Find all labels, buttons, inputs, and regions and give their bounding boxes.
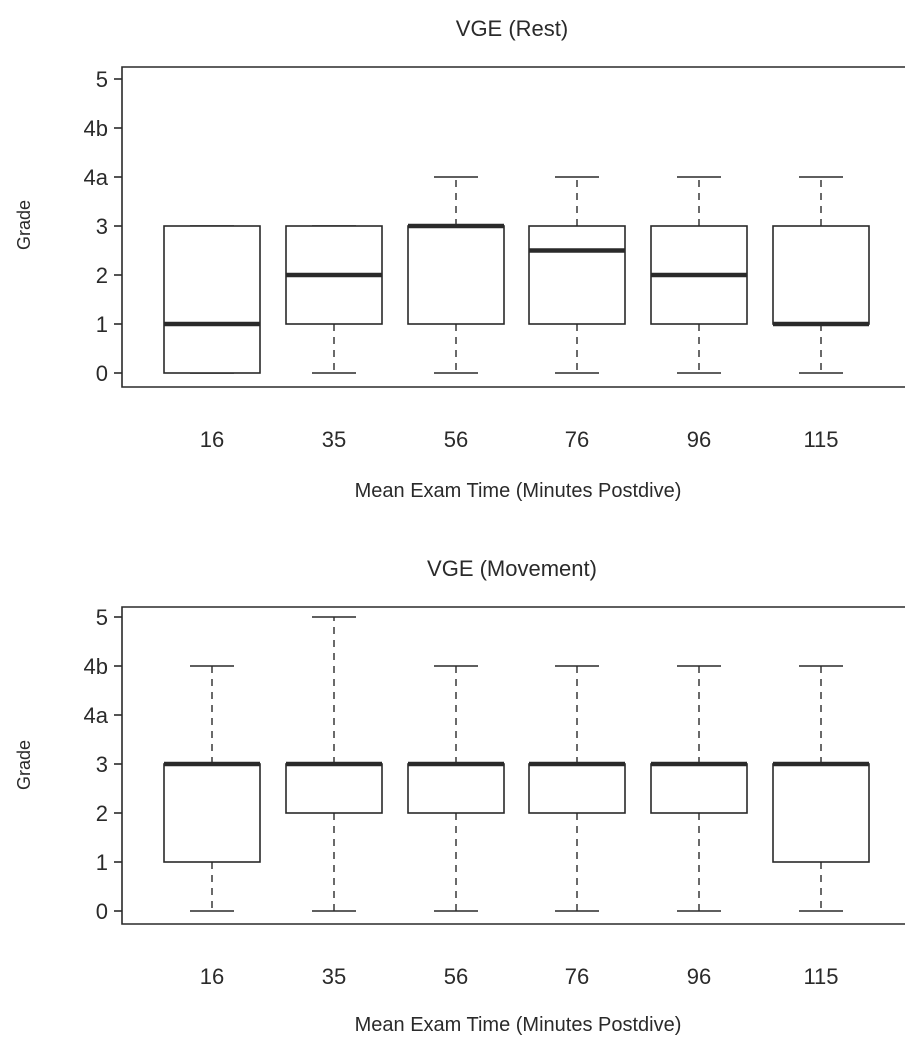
x-tick-label: 35 — [322, 427, 346, 452]
box-96 — [650, 176, 748, 374]
y-tick-label: 5 — [96, 67, 108, 92]
y-tick-label: 3 — [96, 214, 108, 239]
x-axis-label: Mean Exam Time (Minutes Postdive) — [355, 1014, 682, 1036]
box-16 — [163, 225, 261, 374]
y-axis-label: Grade — [14, 200, 34, 250]
box-35 — [285, 616, 383, 912]
x-tick-label: 115 — [803, 964, 838, 989]
chart-panel-rest: VGE (Rest) 0 1 2 3 4a 4b 5 Grade 16 35 56 76 96 115 Mea… — [14, 16, 905, 502]
box-56 — [407, 665, 505, 912]
iqr-box — [407, 763, 505, 814]
iqr-box — [650, 763, 748, 814]
y-tick-label: 4a — [84, 703, 109, 728]
chart-title: VGE (Movement) — [427, 556, 597, 581]
y-tick-label: 1 — [96, 850, 108, 875]
y-tick-label: 2 — [96, 801, 108, 826]
box-96 — [650, 665, 748, 912]
y-tick-label: 4b — [84, 654, 108, 679]
x-tick-label: 56 — [444, 427, 468, 452]
y-tick-label: 3 — [96, 752, 108, 777]
iqr-box — [772, 763, 870, 863]
iqr-box — [163, 225, 261, 374]
x-tick-label: 76 — [565, 427, 589, 452]
iqr-box — [528, 763, 626, 814]
box-76 — [528, 176, 626, 374]
box-115 — [772, 665, 870, 912]
x-tick-label: 16 — [200, 964, 224, 989]
x-tick-label: 96 — [687, 964, 711, 989]
box-56 — [407, 176, 505, 374]
y-tick-label: 0 — [96, 899, 108, 924]
y-tick-label: 0 — [96, 361, 108, 386]
box-115 — [772, 176, 870, 374]
box-16 — [163, 665, 261, 912]
iqr-box — [407, 225, 505, 325]
x-axis-label: Mean Exam Time (Minutes Postdive) — [355, 480, 682, 502]
x-tick-label: 35 — [322, 964, 346, 989]
chart-title: VGE (Rest) — [456, 16, 568, 41]
iqr-box — [772, 225, 870, 325]
x-tick-label: 56 — [444, 964, 468, 989]
y-tick-label: 4a — [84, 165, 109, 190]
y-tick-label: 2 — [96, 263, 108, 288]
box-76 — [528, 665, 626, 912]
x-tick-label: 16 — [200, 427, 224, 452]
y-tick-label: 5 — [96, 605, 108, 630]
x-tick-label: 96 — [687, 427, 711, 452]
plot-frame — [121, 606, 905, 925]
box-35 — [285, 225, 383, 374]
y-axis-label: Grade — [14, 740, 34, 790]
iqr-box — [163, 763, 261, 863]
x-tick-label: 115 — [803, 427, 838, 452]
y-tick-label: 4b — [84, 116, 108, 141]
plot-frame — [121, 66, 905, 388]
x-tick-label: 76 — [565, 964, 589, 989]
iqr-box — [285, 763, 383, 814]
chart-panel-movement: VGE (Movement) 0 1 2 3 4a 4b 5 Grade 16 35 56 76 96 11… — [14, 556, 905, 1036]
iqr-box — [528, 225, 626, 325]
y-tick-label: 1 — [96, 312, 108, 337]
